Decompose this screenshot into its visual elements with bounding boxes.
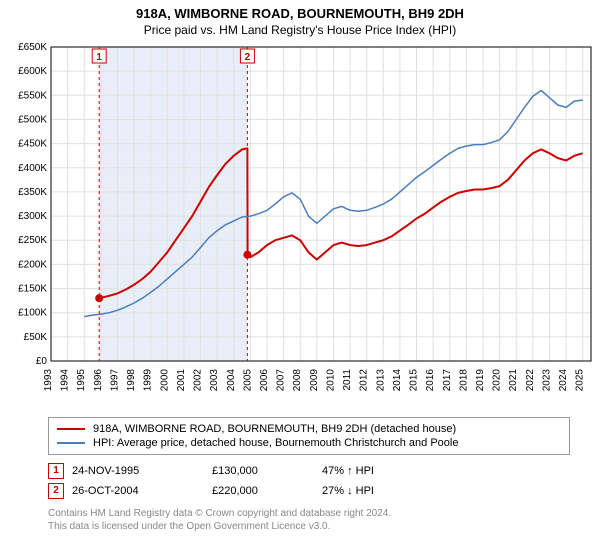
svg-text:£550K: £550K xyxy=(18,90,47,101)
chart-subtitle: Price paid vs. HM Land Registry's House … xyxy=(0,23,600,37)
sales-table: 1 24-NOV-1995£130,00047% ↑ HPI 2 26-OCT-200… xyxy=(48,461,570,501)
svg-text:2017: 2017 xyxy=(442,369,453,392)
svg-text:£450K: £450K xyxy=(18,139,47,150)
svg-text:2003: 2003 xyxy=(209,369,220,392)
sale-row: 2 26-OCT-2004£220,00027% ↓ HPI xyxy=(48,481,570,501)
chart-container: 918A, WIMBORNE ROAD, BOURNEMOUTH, BH9 2D… xyxy=(0,0,600,533)
svg-text:2: 2 xyxy=(245,52,251,63)
legend-swatch xyxy=(57,442,85,444)
svg-text:1997: 1997 xyxy=(109,369,120,392)
svg-text:2011: 2011 xyxy=(342,369,353,391)
legend-swatch xyxy=(57,428,85,430)
svg-text:2009: 2009 xyxy=(309,369,320,392)
svg-text:£0: £0 xyxy=(36,356,48,367)
svg-text:£100K: £100K xyxy=(18,308,47,319)
svg-text:£150K: £150K xyxy=(18,284,47,295)
svg-text:2021: 2021 xyxy=(508,369,519,392)
svg-text:£650K: £650K xyxy=(18,42,47,53)
svg-text:2022: 2022 xyxy=(525,369,536,392)
svg-text:2007: 2007 xyxy=(276,369,287,392)
svg-text:£50K: £50K xyxy=(24,332,48,343)
title-block: 918A, WIMBORNE ROAD, BOURNEMOUTH, BH9 2D… xyxy=(0,0,600,41)
svg-text:1993: 1993 xyxy=(43,369,54,392)
svg-text:£300K: £300K xyxy=(18,211,47,222)
svg-text:1995: 1995 xyxy=(76,369,87,392)
svg-text:2019: 2019 xyxy=(475,369,486,392)
svg-text:1994: 1994 xyxy=(60,369,71,392)
legend-row: 918A, WIMBORNE ROAD, BOURNEMOUTH, BH9 2D… xyxy=(57,422,561,436)
sale-marker-icon: 2 xyxy=(48,483,64,499)
svg-text:2005: 2005 xyxy=(242,369,253,392)
svg-text:1999: 1999 xyxy=(143,369,154,392)
sale-marker-icon: 1 xyxy=(48,463,64,479)
svg-text:2001: 2001 xyxy=(176,369,187,392)
svg-text:1: 1 xyxy=(96,52,102,63)
sale-date: 26-OCT-2004 xyxy=(72,485,212,497)
svg-text:2013: 2013 xyxy=(375,369,386,392)
chart-title: 918A, WIMBORNE ROAD, BOURNEMOUTH, BH9 2D… xyxy=(0,6,600,21)
svg-text:£500K: £500K xyxy=(18,114,47,125)
svg-text:2002: 2002 xyxy=(193,369,204,392)
svg-text:2023: 2023 xyxy=(541,369,552,392)
svg-text:2000: 2000 xyxy=(159,369,170,392)
sale-date: 24-NOV-1995 xyxy=(72,465,212,477)
legend-row: HPI: Average price, detached house, Bour… xyxy=(57,436,561,450)
legend-label: 918A, WIMBORNE ROAD, BOURNEMOUTH, BH9 2D… xyxy=(93,423,456,435)
legend: 918A, WIMBORNE ROAD, BOURNEMOUTH, BH9 2D… xyxy=(48,417,570,455)
svg-text:£250K: £250K xyxy=(18,235,47,246)
sale-row: 1 24-NOV-1995£130,00047% ↑ HPI xyxy=(48,461,570,481)
svg-text:1996: 1996 xyxy=(93,369,104,392)
svg-text:2018: 2018 xyxy=(458,369,469,392)
chart-svg: £0 £50K £100K £150K £200K £250K £300K £350K £400… xyxy=(3,41,597,411)
svg-text:2014: 2014 xyxy=(392,369,403,392)
chart-area: £0 £50K £100K £150K £200K £250K £300K £350K £400… xyxy=(3,41,597,411)
svg-text:£400K: £400K xyxy=(18,163,47,174)
sale-price: £130,000 xyxy=(212,465,322,477)
legend-label: HPI: Average price, detached house, Bour… xyxy=(93,437,458,449)
svg-text:2024: 2024 xyxy=(558,369,569,392)
svg-text:2012: 2012 xyxy=(359,369,370,392)
sale-pct-vs-hpi: 47% ↑ HPI xyxy=(322,465,432,477)
svg-text:2016: 2016 xyxy=(425,369,436,392)
svg-text:2010: 2010 xyxy=(325,369,336,392)
svg-text:2020: 2020 xyxy=(492,369,503,392)
svg-text:2006: 2006 xyxy=(259,369,270,392)
footer-line-2: This data is licensed under the Open Gov… xyxy=(48,520,570,533)
svg-text:2004: 2004 xyxy=(226,369,237,392)
footer-line-1: Contains HM Land Registry data © Crown c… xyxy=(48,507,570,520)
svg-text:£350K: £350K xyxy=(18,187,47,198)
footer-attribution: Contains HM Land Registry data © Crown c… xyxy=(48,507,570,533)
svg-text:2015: 2015 xyxy=(409,369,420,392)
svg-text:2025: 2025 xyxy=(575,369,586,392)
sale-pct-vs-hpi: 27% ↓ HPI xyxy=(322,485,432,497)
sale-price: £220,000 xyxy=(212,485,322,497)
svg-text:£600K: £600K xyxy=(18,66,47,77)
svg-text:2008: 2008 xyxy=(292,369,303,392)
svg-text:£200K: £200K xyxy=(18,259,47,270)
svg-text:1998: 1998 xyxy=(126,369,137,392)
